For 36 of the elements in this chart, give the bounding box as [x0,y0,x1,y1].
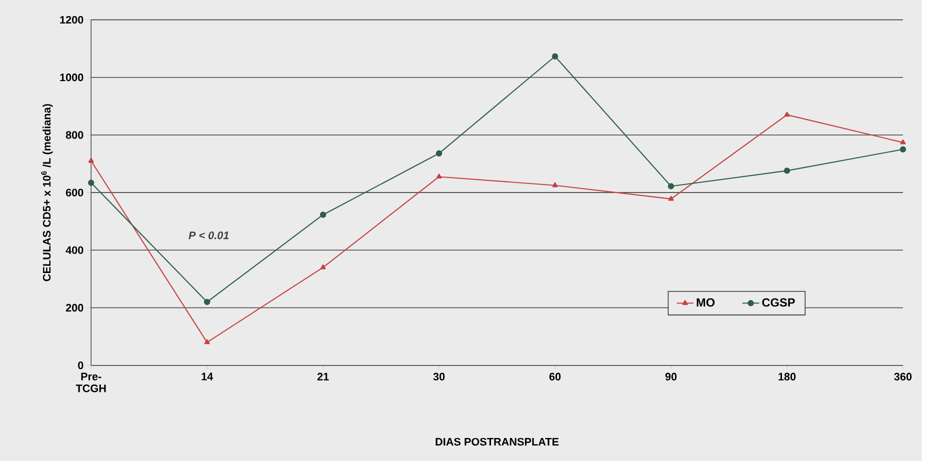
x-tick-label: 90 [665,372,677,380]
y-tick-label: 0 [78,361,84,369]
point [668,196,674,201]
legend-label: CGSP [762,298,795,306]
x-tick-label: 60 [549,372,561,380]
point [320,264,326,270]
y-axis-title: CELULAS CD5+ x 10$^{6}$ /L (mediana) [41,104,53,281]
y-tick-label: 1200 [60,16,84,24]
point [436,173,442,178]
point [204,339,210,344]
point [88,179,94,186]
legend-label: MO [696,298,715,306]
x-tick-label: 360 [894,372,912,380]
point [552,182,558,188]
point [784,167,790,174]
point [668,182,674,190]
x-tick-label: 30 [433,372,445,380]
point [436,150,442,156]
point [88,158,94,163]
point [900,146,906,152]
point [900,139,906,144]
y-tick-label: 200 [66,304,84,312]
x-tick-label: 14 [202,372,214,380]
point [320,211,326,218]
x-tick-label: 180 [778,372,796,380]
y-tick-label: 600 [66,188,84,196]
point [552,53,558,60]
point [784,112,790,116]
x-tick-label: 21 [317,372,329,380]
y-tick-label: 1000 [60,73,84,82]
x-axis-title: DIAS POSTRANSPLATE [436,438,559,446]
x-tick-label: Pre-TCGH [76,372,106,392]
annotation: P < 0.01 [188,231,229,239]
point [204,298,210,305]
y-tick-label: 400 [66,246,84,254]
y-tick-label: 800 [66,130,84,139]
